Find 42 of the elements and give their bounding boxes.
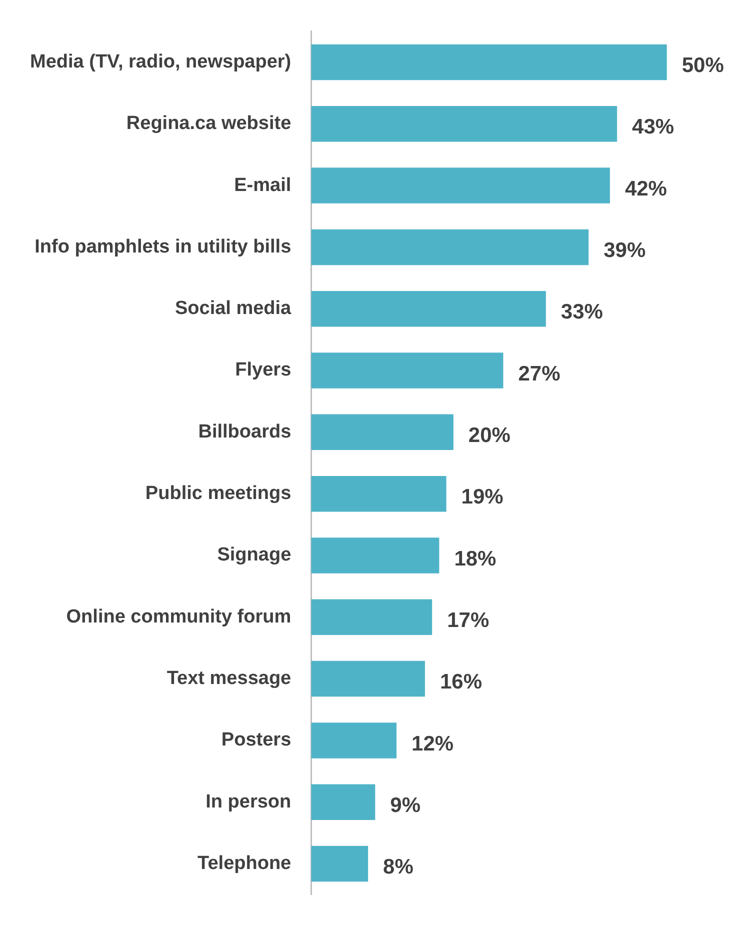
bar [311, 106, 618, 142]
data-label: 33% [560, 300, 604, 324]
data-label: 19% [461, 486, 504, 509]
data-label: 17% [447, 608, 490, 632]
y-tick-label: Telephone [198, 853, 292, 874]
y-tick-label: Public meetings [145, 483, 292, 504]
data-label: 16% [440, 670, 482, 694]
bar [311, 784, 376, 820]
y-tick-label: Text message [166, 668, 292, 690]
bar [311, 722, 397, 758]
bar [311, 44, 667, 80]
bar [311, 660, 425, 697]
bar [311, 846, 368, 882]
data-label: 27% [518, 362, 561, 386]
data-label: 50% [682, 54, 724, 78]
data-label: 9% [390, 794, 421, 817]
data-label: 42% [624, 177, 668, 200]
bar [311, 168, 610, 204]
data-label: 12% [412, 732, 454, 756]
bar [311, 414, 454, 450]
bar [311, 476, 446, 512]
y-tick-label: E-mail [234, 174, 292, 196]
y-tick-label: In person [206, 791, 292, 812]
y-tick-label: Social media [174, 298, 292, 320]
bar [311, 538, 440, 574]
y-tick-label: Info pamphlets in utility bills [34, 236, 292, 258]
bar [311, 599, 432, 636]
y-tick-label: Flyers [235, 360, 292, 381]
y-tick-label: Posters [221, 730, 292, 751]
y-tick-label: Media (TV, radio, newspaper) [30, 51, 292, 72]
y-tick-label: Signage [217, 544, 292, 566]
bar [311, 290, 546, 327]
y-tick-label: Regina.ca website [126, 113, 292, 134]
y-tick-label: Online community forum [66, 606, 292, 628]
bar [311, 352, 504, 388]
data-label: 8% [383, 856, 414, 879]
bar [311, 229, 589, 266]
data-label: 20% [468, 424, 511, 447]
data-label: 39% [604, 238, 646, 262]
y-tick-label: Billboards [198, 421, 292, 442]
data-label: 18% [454, 547, 497, 570]
data-label: 43% [632, 116, 674, 139]
